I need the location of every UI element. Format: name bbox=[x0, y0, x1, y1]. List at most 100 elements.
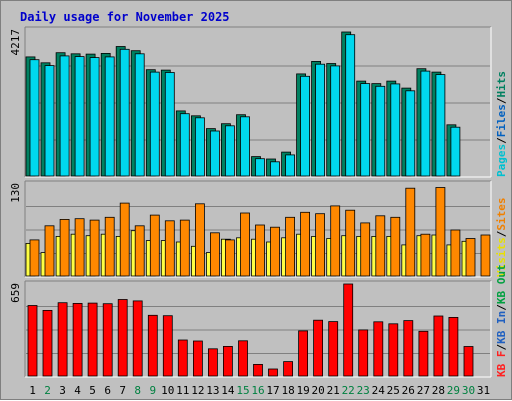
bar-sites-day-20 bbox=[315, 213, 326, 277]
bar-kb-f-day-12 bbox=[192, 340, 203, 377]
x-tick-label-day-3: 3 bbox=[59, 384, 66, 397]
x-tick-label-day-14: 14 bbox=[221, 384, 235, 397]
chart-title: Daily usage for November 2025 bbox=[20, 10, 230, 24]
bar-kb-f-day-18 bbox=[283, 361, 294, 377]
bar-pages-day-5 bbox=[89, 57, 100, 177]
x-tick-label-day-17: 17 bbox=[266, 384, 279, 397]
x-tick-label-day-8: 8 bbox=[134, 384, 141, 397]
bar-sites-day-30 bbox=[465, 238, 476, 277]
bar-kb-f-day-15 bbox=[238, 340, 248, 377]
x-tick-label-day-16: 16 bbox=[251, 384, 264, 397]
bar-sites-day-19 bbox=[300, 211, 311, 277]
bar-pages-day-25 bbox=[390, 83, 401, 177]
bar-kb-f-day-1 bbox=[27, 305, 38, 377]
legend-item-sites: Sites bbox=[495, 198, 508, 231]
bar-pages-day-7 bbox=[119, 48, 130, 177]
bar-kb-f-day-24 bbox=[373, 321, 384, 377]
bar-sites-day-18 bbox=[285, 216, 296, 277]
bar-pages-day-26 bbox=[405, 90, 416, 177]
x-tick-label-day-24: 24 bbox=[372, 384, 386, 397]
bar-sites-day-8 bbox=[134, 225, 145, 277]
panel-2-ymax-label: 659 bbox=[9, 283, 22, 303]
bar-pages-day-11 bbox=[179, 113, 190, 177]
bar-sites-day-16 bbox=[255, 224, 265, 277]
legend-item-hits: Hits bbox=[495, 71, 508, 98]
bar-sites-day-17 bbox=[270, 226, 280, 277]
bar-pages-day-4 bbox=[74, 56, 85, 177]
bar-kb-f-day-20 bbox=[313, 319, 324, 377]
bar-sites-day-1 bbox=[29, 239, 40, 277]
x-tick-label-day-23: 23 bbox=[357, 384, 370, 397]
x-tick-label-day-4: 4 bbox=[74, 384, 81, 397]
panel-2-background bbox=[25, 281, 491, 377]
bar-pages-day-15 bbox=[240, 116, 250, 177]
bar-kb-f-day-6 bbox=[102, 303, 113, 377]
bar-kb-f-day-5 bbox=[87, 302, 98, 377]
x-tick-label-day-25: 25 bbox=[387, 384, 400, 397]
bar-kb-f-day-28 bbox=[433, 315, 444, 377]
x-tick-label-day-6: 6 bbox=[104, 384, 111, 397]
bar-sites-day-11 bbox=[179, 219, 190, 277]
bar-sites-day-25 bbox=[390, 216, 401, 277]
bar-sites-day-6 bbox=[104, 216, 115, 277]
bar-sites-day-10 bbox=[164, 220, 175, 277]
bar-kb-f-day-29 bbox=[448, 316, 459, 377]
bar-kb-f-day-8 bbox=[132, 300, 143, 377]
x-tick-label-day-12: 12 bbox=[191, 384, 204, 397]
bar-pages-day-10 bbox=[164, 72, 175, 177]
x-tick-label-day-11: 11 bbox=[176, 384, 189, 397]
bar-sites-day-12 bbox=[194, 203, 205, 277]
bar-sites-day-29 bbox=[450, 229, 461, 277]
bar-sites-day-23 bbox=[360, 222, 371, 277]
bar-pages-day-22 bbox=[345, 34, 356, 177]
bar-sites-day-7 bbox=[119, 202, 130, 277]
legend-separator: / bbox=[495, 344, 508, 351]
bar-sites-day-13 bbox=[209, 232, 220, 277]
x-tick-label-day-2: 2 bbox=[44, 384, 51, 397]
bar-sites-day-31 bbox=[480, 234, 491, 277]
bar-kb-f-day-26 bbox=[403, 320, 414, 377]
bar-pages-day-24 bbox=[375, 85, 386, 177]
bar-sites-day-27 bbox=[420, 233, 431, 277]
x-tick-label-day-19: 19 bbox=[296, 384, 309, 397]
bar-pages-day-19 bbox=[300, 75, 311, 177]
bar-pages-day-18 bbox=[285, 154, 296, 177]
legend-item-kb-f: KB F bbox=[495, 351, 508, 378]
legend-item-files: Files bbox=[495, 104, 508, 137]
bar-pages-day-8 bbox=[134, 53, 145, 177]
panel-1-legend: Visits/Sites bbox=[495, 198, 508, 278]
bar-pages-day-29 bbox=[450, 126, 461, 177]
panel-0-legend: Pages/Files/Hits bbox=[495, 71, 508, 177]
x-tick-label-day-18: 18 bbox=[281, 384, 294, 397]
bar-sites-day-15 bbox=[240, 212, 250, 277]
bar-kb-f-day-4 bbox=[72, 302, 83, 377]
bar-pages-day-27 bbox=[420, 70, 431, 177]
bar-pages-day-20 bbox=[315, 63, 326, 177]
bar-pages-day-9 bbox=[149, 71, 160, 177]
bar-sites-day-5 bbox=[89, 219, 100, 277]
legend-separator: / bbox=[495, 97, 508, 104]
bar-kb-f-day-16 bbox=[253, 363, 263, 377]
bar-sites-day-3 bbox=[59, 218, 70, 277]
legend-item-visits: Visits bbox=[495, 237, 508, 277]
x-tick-label-day-28: 28 bbox=[432, 384, 445, 397]
bar-kb-f-day-10 bbox=[162, 315, 173, 377]
bar-kb-f-day-2 bbox=[42, 309, 53, 377]
x-tick-label-day-31: 31 bbox=[477, 384, 490, 397]
bar-sites-day-28 bbox=[435, 187, 446, 277]
legend-item-kb-out: KB Out bbox=[495, 264, 508, 304]
bar-pages-day-16 bbox=[255, 158, 265, 177]
panels-group: 4217Pages/Files/Hits130Visits/Sites659KB… bbox=[9, 26, 508, 397]
x-tick-label-day-1: 1 bbox=[29, 384, 36, 397]
bar-kb-f-day-19 bbox=[298, 330, 309, 377]
bar-pages-day-23 bbox=[360, 83, 371, 177]
legend-separator: / bbox=[495, 230, 508, 237]
x-tick-label-day-15: 15 bbox=[236, 384, 249, 397]
x-tick-label-day-9: 9 bbox=[149, 384, 156, 397]
legend-separator: / bbox=[495, 137, 508, 144]
x-tick-label-day-27: 27 bbox=[417, 384, 430, 397]
bar-sites-day-9 bbox=[149, 214, 160, 277]
bar-kb-f-day-7 bbox=[117, 299, 128, 377]
bar-kb-f-day-25 bbox=[388, 323, 399, 377]
bar-kb-f-day-17 bbox=[268, 368, 278, 377]
